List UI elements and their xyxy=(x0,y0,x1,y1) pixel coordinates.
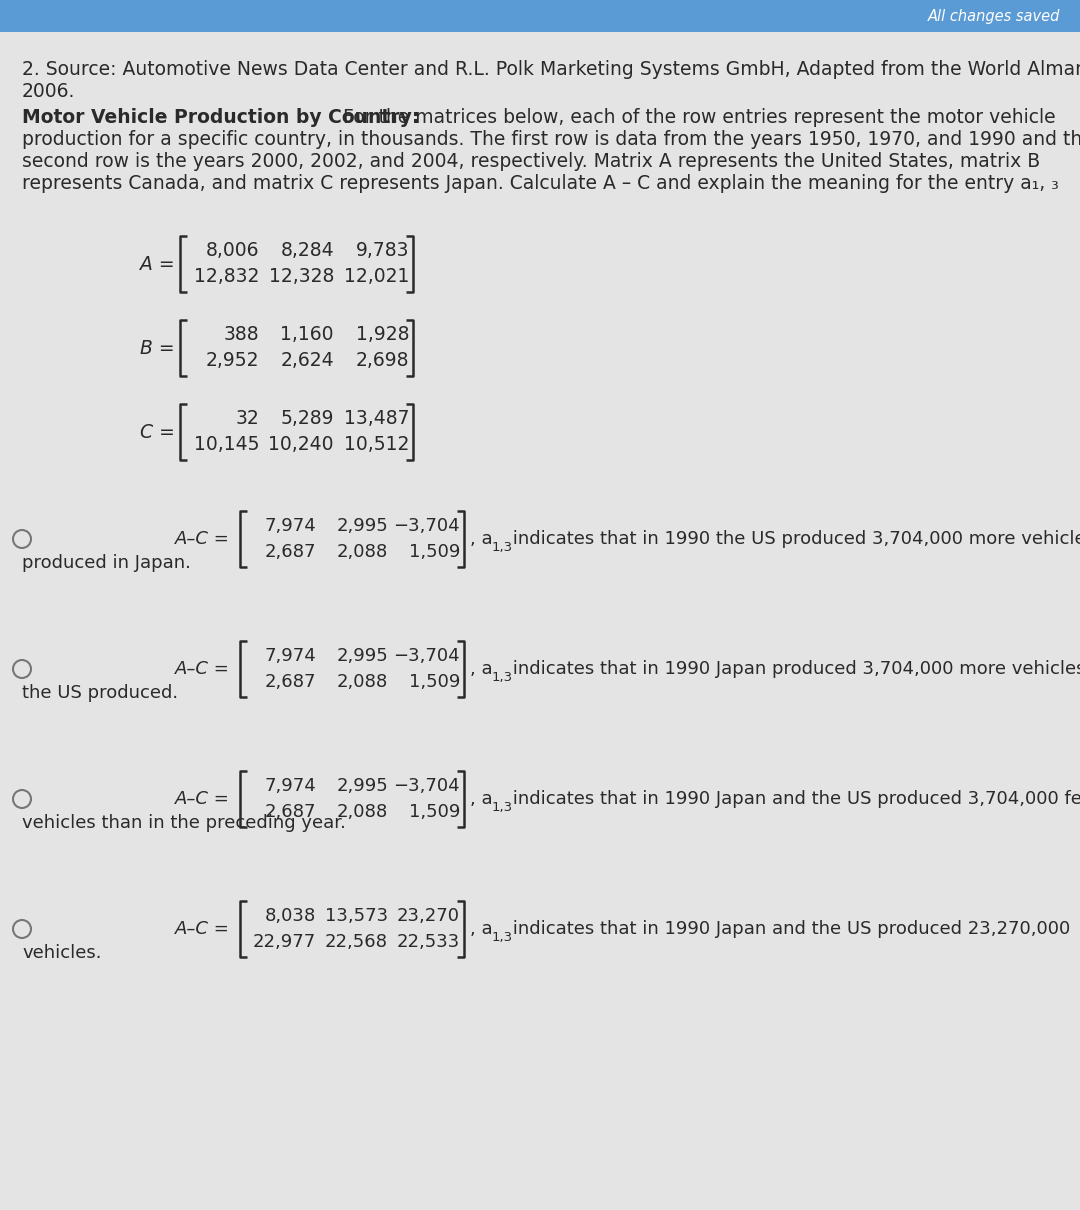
FancyBboxPatch shape xyxy=(0,0,1080,31)
Text: 2006.: 2006. xyxy=(22,82,76,100)
Text: A–C =: A–C = xyxy=(175,530,230,548)
Text: 2,687: 2,687 xyxy=(265,803,316,822)
Text: , a: , a xyxy=(470,790,492,808)
Text: represents Canada, and matrix C represents Japan. Calculate A – C and explain th: represents Canada, and matrix C represen… xyxy=(22,174,1058,194)
Text: 9,783: 9,783 xyxy=(355,242,409,260)
Text: indicates that in 1990 Japan and the US produced 23,270,000: indicates that in 1990 Japan and the US … xyxy=(507,920,1070,938)
Text: production for a specific country, in thousands. The first row is data from the : production for a specific country, in th… xyxy=(22,129,1080,149)
Text: 1,509: 1,509 xyxy=(408,673,460,691)
Text: 2,995: 2,995 xyxy=(336,647,388,666)
Text: 22,533: 22,533 xyxy=(396,933,460,951)
Text: 8,006: 8,006 xyxy=(205,242,259,260)
Text: 8,284: 8,284 xyxy=(281,242,334,260)
Text: A–C =: A–C = xyxy=(175,920,230,938)
Text: 1,509: 1,509 xyxy=(408,543,460,561)
Text: 10,240: 10,240 xyxy=(269,436,334,455)
Text: 12,021: 12,021 xyxy=(343,267,409,287)
Text: , a: , a xyxy=(470,530,492,548)
Text: 10,512: 10,512 xyxy=(343,436,409,455)
Text: second row is the years 2000, 2002, and 2004, respectively. Matrix A represents : second row is the years 2000, 2002, and … xyxy=(22,152,1040,171)
Text: , a: , a xyxy=(470,920,492,938)
Text: vehicles.: vehicles. xyxy=(22,944,102,962)
Text: produced in Japan.: produced in Japan. xyxy=(22,554,191,572)
Text: 1,3: 1,3 xyxy=(492,801,513,813)
Text: 388: 388 xyxy=(224,325,259,345)
Text: 12,328: 12,328 xyxy=(269,267,334,287)
Text: 1,3: 1,3 xyxy=(492,670,513,684)
Text: 1,509: 1,509 xyxy=(408,803,460,822)
Text: 1,160: 1,160 xyxy=(281,325,334,345)
Text: 22,977: 22,977 xyxy=(253,933,316,951)
Text: 2,687: 2,687 xyxy=(265,673,316,691)
Text: 1,3: 1,3 xyxy=(492,930,513,944)
Text: , a: , a xyxy=(470,659,492,678)
Text: C =: C = xyxy=(140,422,175,442)
Text: 1,928: 1,928 xyxy=(355,325,409,345)
Text: 13,573: 13,573 xyxy=(325,908,388,924)
Text: 32: 32 xyxy=(235,409,259,428)
Text: 2,995: 2,995 xyxy=(336,517,388,535)
Text: 2,088: 2,088 xyxy=(337,543,388,561)
Text: 2,088: 2,088 xyxy=(337,803,388,822)
Text: 2,952: 2,952 xyxy=(205,351,259,370)
Text: indicates that in 1990 the US produced 3,704,000 more vehicles than: indicates that in 1990 the US produced 3… xyxy=(507,530,1080,548)
Text: 2,698: 2,698 xyxy=(355,351,409,370)
Text: 2. Source: Automotive News Data Center and R.L. Polk Marketing Systems GmbH, Ada: 2. Source: Automotive News Data Center a… xyxy=(22,60,1080,79)
Text: 2,088: 2,088 xyxy=(337,673,388,691)
Text: −3,704: −3,704 xyxy=(393,647,460,666)
Text: 2,624: 2,624 xyxy=(281,351,334,370)
Text: 10,145: 10,145 xyxy=(193,436,259,455)
Text: −3,704: −3,704 xyxy=(393,777,460,795)
Text: B =: B = xyxy=(140,339,175,357)
Text: the US produced.: the US produced. xyxy=(22,684,178,702)
Text: 7,974: 7,974 xyxy=(265,517,316,535)
Text: A =: A = xyxy=(140,254,175,273)
Text: 5,289: 5,289 xyxy=(281,409,334,428)
Text: 12,832: 12,832 xyxy=(193,267,259,287)
Text: 2,687: 2,687 xyxy=(265,543,316,561)
Text: A–C =: A–C = xyxy=(175,659,230,678)
Text: 1,3: 1,3 xyxy=(492,541,513,553)
Text: vehicles than in the preceding year.: vehicles than in the preceding year. xyxy=(22,814,346,832)
Text: For the matrices below, each of the row entries represent the motor vehicle: For the matrices below, each of the row … xyxy=(337,108,1055,127)
Text: A–C =: A–C = xyxy=(175,790,230,808)
Text: −3,704: −3,704 xyxy=(393,517,460,535)
Text: 7,974: 7,974 xyxy=(265,647,316,666)
Text: Motor Vehicle Production by Country:: Motor Vehicle Production by Country: xyxy=(22,108,419,127)
Text: 22,568: 22,568 xyxy=(325,933,388,951)
Text: 13,487: 13,487 xyxy=(343,409,409,428)
Text: 8,038: 8,038 xyxy=(265,908,316,924)
Text: 7,974: 7,974 xyxy=(265,777,316,795)
Text: 23,270: 23,270 xyxy=(397,908,460,924)
Text: 2,995: 2,995 xyxy=(336,777,388,795)
Text: indicates that in 1990 Japan produced 3,704,000 more vehicles than: indicates that in 1990 Japan produced 3,… xyxy=(507,659,1080,678)
Text: All changes saved: All changes saved xyxy=(928,10,1059,24)
Text: indicates that in 1990 Japan and the US produced 3,704,000 fewer: indicates that in 1990 Japan and the US … xyxy=(507,790,1080,808)
